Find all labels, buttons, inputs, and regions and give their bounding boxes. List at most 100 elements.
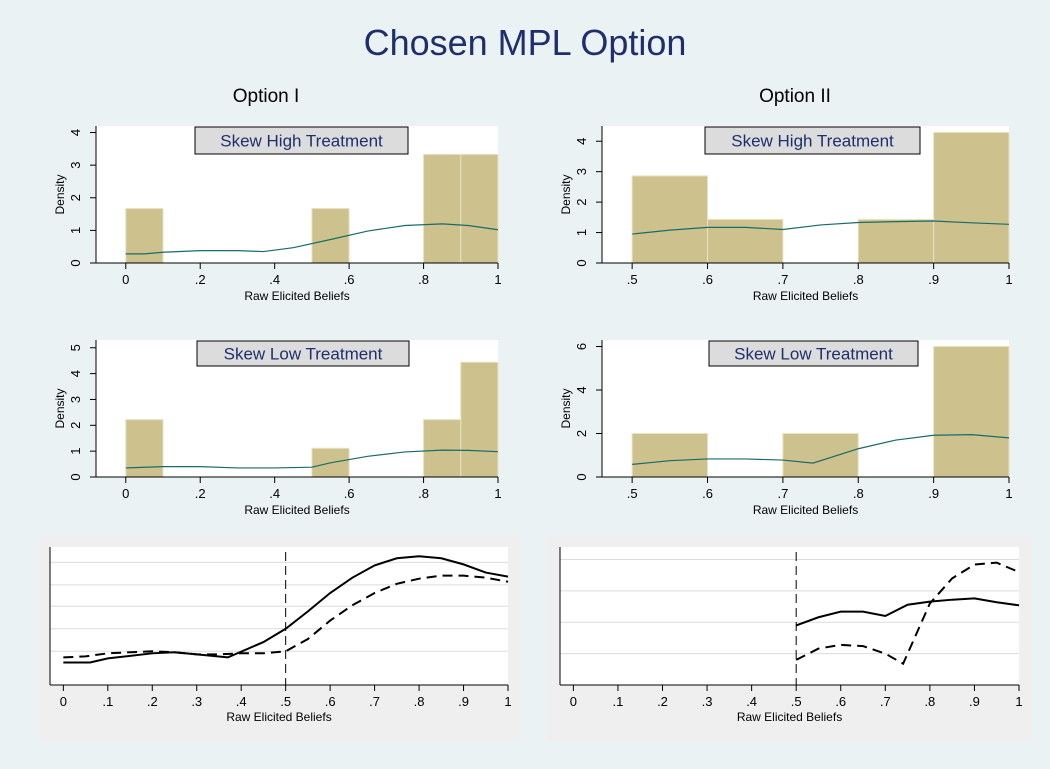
y-axis-title: Density (559, 388, 573, 428)
column-title-option-2: Option II (759, 86, 831, 107)
x-tick-label: .7 (880, 694, 891, 709)
chart-panel-opt1_compare: 0 .1 .2 .3 .4 .5 .6 .7 .8 .9 1 Raw Elicited Beliefs (38, 535, 522, 741)
plot-area (50, 547, 508, 685)
x-tick-label: 1 (1005, 272, 1012, 287)
density-line (125, 449, 499, 469)
histogram-bar (933, 346, 1010, 478)
chart-panel-opt1_low: 0 1 2 3 4 5 0 .2 .4 .6 .8 1 Raw Elicited Beliefs Dens… (53, 340, 502, 517)
histogram-bar (782, 433, 859, 478)
x-tick-label: .3 (191, 694, 202, 709)
x-tick-label: 1 (504, 694, 511, 709)
x-axis-title: Raw Elicited Beliefs (244, 503, 349, 517)
x-tick-label: .4 (269, 486, 280, 501)
x-tick-label: .6 (702, 486, 713, 501)
x-tick-label: 0 (122, 486, 129, 501)
y-axis-title: Density (559, 174, 573, 214)
x-tick-label: .6 (344, 486, 355, 501)
y-tick-label: 3 (68, 162, 83, 169)
x-tick-label: .2 (195, 272, 206, 287)
x-tick-label: .6 (835, 694, 846, 709)
x-axis-title: Raw Elicited Beliefs (737, 710, 842, 724)
x-tick-label: .1 (613, 694, 624, 709)
solid-density-line (795, 597, 1020, 627)
histogram-bar (125, 419, 164, 478)
density-line (632, 220, 1010, 235)
x-tick-label: .3 (702, 694, 713, 709)
x-tick-label: .9 (969, 694, 980, 709)
y-tick-label: 0 (68, 259, 83, 266)
x-axis-title: Raw Elicited Beliefs (244, 289, 349, 303)
histogram-bar (125, 208, 164, 264)
density-line (125, 223, 499, 255)
y-tick-label: 2 (574, 198, 589, 205)
x-tick-label: .4 (746, 694, 757, 709)
y-axis-title: Density (53, 388, 67, 428)
x-tick-label: .1 (102, 694, 113, 709)
x-tick-label: .4 (269, 272, 280, 287)
y-tick-label: 4 (574, 386, 589, 393)
x-tick-label: .5 (627, 272, 638, 287)
x-tick-label: .8 (418, 486, 429, 501)
solid-density-line (63, 555, 509, 664)
y-tick-label: 1 (68, 448, 83, 455)
y-tick-label: 5 (68, 344, 83, 351)
column-title-option-1: Option I (232, 86, 300, 107)
treatment-label: Skew High Treatment (220, 132, 383, 151)
treatment-label: Skew Low Treatment (224, 345, 383, 364)
x-tick-label: .7 (369, 694, 380, 709)
histogram-bar (460, 153, 499, 264)
x-tick-label: .2 (195, 486, 206, 501)
y-tick-label: 1 (574, 229, 589, 236)
histogram-bar (631, 175, 709, 264)
treatment-label: Skew High Treatment (731, 132, 894, 151)
y-tick-label: 4 (574, 138, 589, 145)
dashed-density-line (795, 561, 1020, 666)
x-tick-label: .7 (777, 272, 788, 287)
x-tick-label: .9 (928, 272, 939, 287)
x-tick-label: .2 (657, 694, 668, 709)
y-tick-label: 1 (68, 227, 83, 234)
histogram-bar (423, 153, 462, 264)
y-tick-label: 2 (68, 422, 83, 429)
x-axis-title: Raw Elicited Beliefs (226, 710, 331, 724)
chart-panel-opt2_low: 0 2 4 6 .5 .6 .7 .8 .9 1 Raw Elicited Beliefs Densi… (559, 340, 1013, 517)
chart-panel-opt2_high: 0 1 2 3 4 .5 .6 .7 .8 .9 1 Raw Elicited Beliefs Dens… (559, 126, 1013, 303)
x-tick-label: .8 (414, 694, 425, 709)
y-tick-label: 0 (68, 473, 83, 480)
treatment-label-box (196, 340, 410, 367)
x-axis-title: Raw Elicited Beliefs (753, 289, 858, 303)
x-tick-label: .8 (924, 694, 935, 709)
x-tick-label: 1 (1005, 486, 1012, 501)
x-tick-label: 1 (1015, 694, 1022, 709)
x-tick-label: .6 (702, 272, 713, 287)
treatment-label-box (704, 126, 921, 155)
treatment-label: Skew Low Treatment (734, 345, 893, 364)
x-tick-label: .6 (344, 272, 355, 287)
x-tick-label: .5 (627, 486, 638, 501)
histogram-bar (311, 208, 350, 264)
x-tick-label: .6 (325, 694, 336, 709)
y-axis-title: Density (53, 174, 67, 214)
chart-panel-opt2_compare: 0 .1 .2 .3 .4 .5 .6 .7 .8 .9 1 Raw Elicited Beliefs (548, 535, 1032, 741)
y-tick-label: 4 (68, 129, 83, 136)
x-tick-label: .9 (928, 486, 939, 501)
chart-panel-opt1_high: 0 1 2 3 4 0 .2 .4 .6 .8 1 Raw Elicited Beliefs Densi… (53, 126, 502, 303)
x-tick-label: 1 (494, 272, 501, 287)
density-line (632, 433, 1010, 465)
x-tick-label: 0 (122, 272, 129, 287)
x-axis-title: Raw Elicited Beliefs (753, 503, 858, 517)
histogram-bar (857, 218, 935, 264)
histogram-bar (423, 419, 462, 478)
y-tick-label: 6 (574, 343, 589, 350)
histogram-bar (631, 433, 709, 478)
x-tick-label: .2 (147, 694, 158, 709)
x-tick-label: .4 (236, 694, 247, 709)
x-tick-label: 0 (570, 694, 577, 709)
y-tick-label: 3 (68, 396, 83, 403)
y-tick-label: 0 (574, 259, 589, 266)
x-tick-label: .8 (853, 486, 864, 501)
y-tick-label: 2 (68, 194, 83, 201)
x-tick-label: .7 (777, 486, 788, 501)
y-tick-label: 3 (574, 168, 589, 175)
